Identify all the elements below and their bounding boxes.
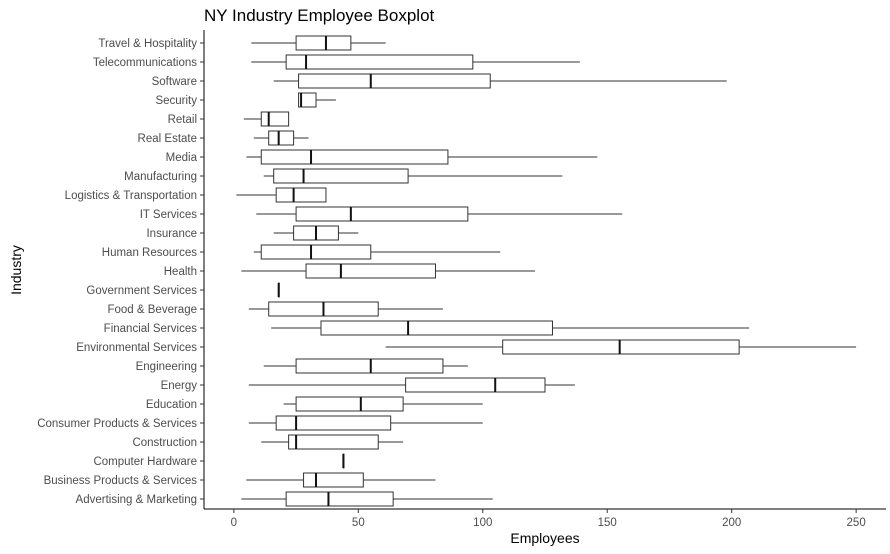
box-iqr [305,263,436,279]
box-iqr [288,434,379,450]
category-label: Financial Services [104,323,198,335]
category-label: Environmental Services [76,342,197,354]
category-label: Consumer Products & Services [37,418,197,430]
x-tick-label: 100 [473,517,492,529]
category-label: IT Services [140,209,198,221]
box-iqr [260,149,449,165]
category-label: Health [164,266,197,278]
x-tick-label: 250 [847,517,866,529]
category-label: Insurance [146,228,197,240]
x-tick-label: 0 [231,517,237,529]
category-label: Security [155,95,197,107]
box-iqr [295,35,352,51]
box-iqr [273,168,409,184]
box-iqr [298,92,317,108]
category-label: Software [152,76,197,88]
box-iqr [275,415,392,431]
category-label: Telecommunications [93,57,197,69]
box-iqr [295,206,469,222]
x-tick-label: 200 [722,517,741,529]
box-iqr [303,472,364,488]
category-label: Computer Hardware [93,456,197,468]
category-label: Retail [168,114,197,126]
box-iqr [285,54,474,70]
category-label: Education [146,399,197,411]
box-iqr [275,187,327,203]
box-iqr [295,396,404,412]
category-label: Energy [161,380,198,392]
category-label: Advertising & Marketing [76,494,197,506]
x-axis-title: Employees [510,530,580,546]
box-iqr [502,339,740,355]
category-label: Human Resources [102,247,197,259]
category-label: Government Services [86,285,197,297]
category-label: Travel & Hospitality [98,38,197,50]
box-iqr [260,244,372,260]
category-label: Construction [132,437,197,449]
box-iqr [295,358,444,374]
x-tick-label: 150 [598,517,617,529]
box-iqr [260,111,290,127]
box-iqr [268,130,295,146]
x-tick-label: 50 [352,517,365,529]
chart-title: NY Industry Employee Boxplot [204,6,435,25]
category-label: Logistics & Transportation [65,190,197,202]
category-label: Food & Beverage [107,304,197,316]
category-label: Real Estate [138,133,197,145]
category-label: Engineering [136,361,197,373]
y-axis-title: Industry [8,245,24,295]
category-label: Media [166,152,198,164]
category-label: Business Products & Services [44,475,198,487]
box-iqr [320,320,553,336]
box-iqr [285,491,394,507]
box-iqr [405,377,546,393]
category-label: Manufacturing [124,171,197,183]
box-iqr [298,73,491,89]
